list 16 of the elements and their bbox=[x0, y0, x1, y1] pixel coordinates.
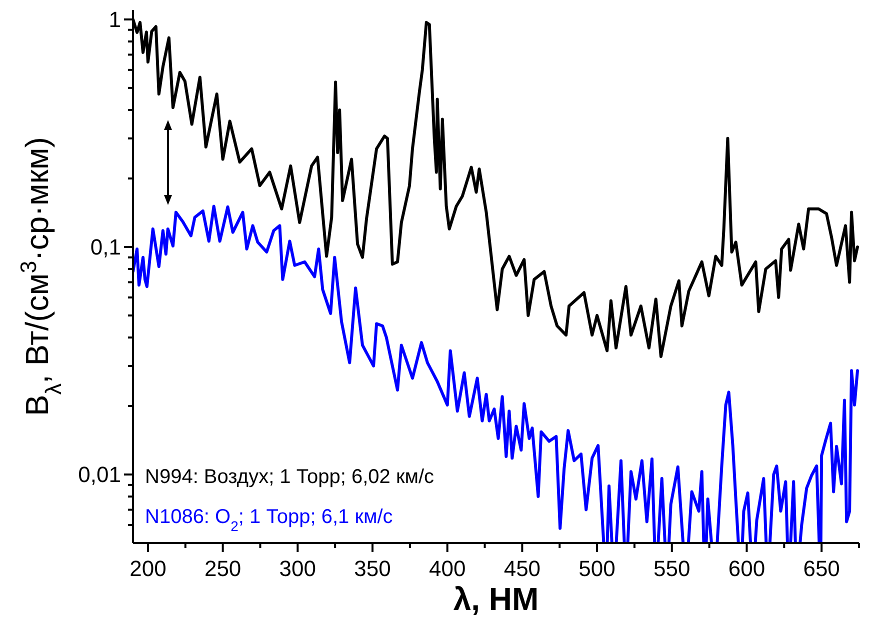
x-axis-title: λ, НМ bbox=[453, 581, 539, 617]
x-tick-label: 400 bbox=[428, 556, 466, 581]
x-tick-label: 600 bbox=[728, 556, 766, 581]
x-tick-label: 350 bbox=[354, 556, 391, 581]
x-tick-label: 200 bbox=[130, 556, 166, 581]
x-tick-label: 250 bbox=[204, 556, 242, 581]
text: N1086: O$_{2}$; 1 Торр; 6,1 км/с bbox=[145, 506, 393, 534]
y-tick-label: 0,1 bbox=[90, 234, 121, 260]
x-tick-label: 300 bbox=[279, 556, 316, 581]
x-tick-label: 650 bbox=[803, 556, 840, 581]
x-tick-label: 450 bbox=[504, 556, 541, 581]
x-tick-label: 550 bbox=[654, 556, 690, 581]
x-tick-label: 500 bbox=[578, 556, 616, 581]
y-tick-label: 0,01 bbox=[78, 462, 121, 488]
y-tick-label: 1 bbox=[108, 7, 121, 32]
text: N994: Воздух; 1 Торр; 6,02 км/с bbox=[145, 466, 434, 488]
